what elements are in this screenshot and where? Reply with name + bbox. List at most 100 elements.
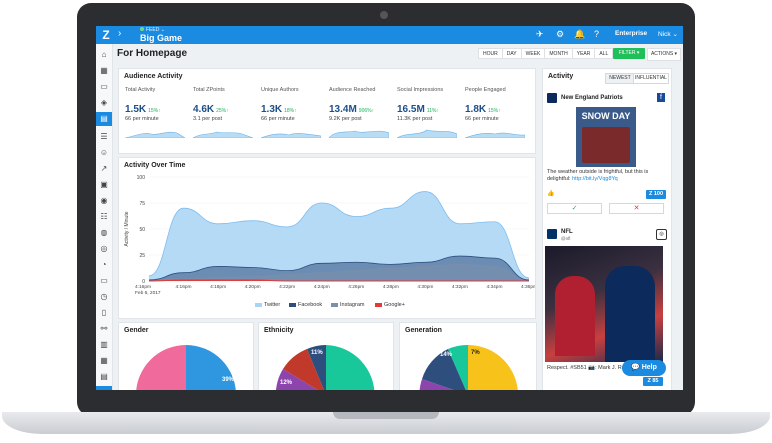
gauge-icon[interactable]: ◔ [101,260,107,269]
x-tick-label-10: 4:34pm [486,284,502,290]
gender-label-39: 39% [222,377,235,383]
gender-pie [136,345,236,390]
app-screen: Z › FEED ⌄ Big Game ✈ ⚙ 🔔 ? Enterprise N… [96,26,683,390]
tab-influential[interactable]: INFLUENTIAL [633,73,669,84]
post-image-nfl[interactable] [545,246,663,362]
range-day-button[interactable]: DAY [501,48,522,59]
audience-activity-card: Audience Activity Total Activity 1.5K 15%↑… [118,68,536,154]
stat-delta: 15%↑ [488,108,501,114]
stat-label: Audience Reached [329,87,376,93]
stat-sub: 11.3K per post [397,116,433,122]
help-button[interactable]: 💬 Help [622,360,666,376]
screen-icon[interactable]: ▯ [101,308,107,317]
tag-icon[interactable]: ◈ [100,98,108,107]
enterprise-label[interactable]: Enterprise [615,30,648,37]
post-author-nfl[interactable]: NFL [561,229,573,235]
activity-area-chart: 0 25 50 75 100 Activity / Minute 4:16pm Feb 6, … [124,175,535,296]
generation-title: Generation [405,327,442,334]
post-author-patriots[interactable]: New England Patriots [561,95,623,101]
legend-facebook[interactable]: Facebook [289,302,322,308]
filter-button[interactable]: FILTER ▾ [613,48,645,59]
generation-slice-3 [422,349,466,390]
range-all-button[interactable]: ALL [594,48,614,59]
series-line-instagram [148,263,530,282]
feed-name[interactable]: Big Game [140,33,183,43]
account-icon[interactable]: ● [96,386,112,390]
stat-sparkline [191,131,254,139]
post-link[interactable]: http://bit.ly/Vqg8Yq [572,176,618,182]
stat-delta: 11%↑ [426,108,439,114]
bell-icon[interactable]: 🔔 [574,29,586,39]
stat-value: 1.3K 18%↑ [261,104,297,115]
ethnicity-title: Ethnicity [264,327,294,334]
user-menu[interactable]: Nick ⌄ [658,31,678,38]
stat-delta: 15%↑ [148,108,161,114]
image-icon[interactable]: ▣ [100,180,108,189]
display-icon[interactable]: ▭ [100,276,108,285]
post-text-nfl: Respect. #SB51 📷: Mark J. Re [547,365,625,371]
post-image-snowday[interactable]: SNOW DAY [576,107,636,167]
ethnicity-slice-4 [283,349,324,390]
actions-button[interactable]: ACTIONS ▾ [647,48,681,61]
location-icon[interactable]: ◎ [100,244,108,253]
table-icon[interactable]: ▥ [100,340,108,349]
range-year-button[interactable]: YEAR [571,48,596,59]
sitemap-icon[interactable]: ⚯ [100,324,108,333]
gender-card: Gender 39% [118,322,254,390]
feed-label: FEED ⌄ [140,27,165,33]
stat-label: Unique Authors [261,87,299,93]
stat-value: 4.6K 25%↑ [193,104,229,115]
list-icon[interactable]: ☰ [100,132,108,141]
tab-newest[interactable]: NEWEST [605,73,635,84]
x-tick-label-3: 4:20pm [245,284,261,290]
stat-2: Unique Authors 1.3K 18%↑ 66 per minute [260,87,325,143]
stat-3: Audience Reached 13.4M 906%↑ 9.2K per post [328,87,393,143]
reject-button[interactable]: ✕ [609,203,664,214]
rocket-icon[interactable]: ✈ [536,29,544,39]
monitor-icon[interactable]: ▭ [100,82,108,91]
logo[interactable]: Z [102,28,110,42]
instagram-icon: ◎ [656,229,667,240]
stat-sub: 9.2K per post [329,116,362,122]
activity-panel: Activity NEWEST INFLUENTIAL New England … [542,68,672,390]
calendar-icon[interactable]: ▦ [100,356,108,365]
stat-value: 13.4M 906%↑ [329,104,375,115]
zscore-badge: Z 100 [646,190,666,199]
stat-delta: 906%↑ [358,108,375,114]
like-icon[interactable]: 👍 [547,191,555,197]
gear-icon[interactable]: ⚙ [556,29,565,39]
series-line-google [148,279,529,282]
x-tick-label-11: 4:36pm [521,284,535,290]
help-icon[interactable]: ? [594,29,600,39]
laptop-notch [333,412,439,419]
stat-value: 1.8K 15%↑ [465,104,501,115]
legend-twitter[interactable]: Twitter [255,302,280,308]
range-week-button[interactable]: WEEK [520,48,546,59]
globe-icon[interactable]: ◍ [100,228,108,237]
user-icon[interactable]: ☺ [99,148,109,157]
legend-googleplus[interactable]: Google+ [375,302,405,308]
stopwatch-icon[interactable]: ◷ [100,292,108,301]
camera-icon[interactable]: ◉ [100,196,108,205]
legend-instagram[interactable]: Instagram [331,302,364,308]
x-tick-label-1: 4:16pm [176,284,192,290]
stat-label: Total ZPoints [193,87,225,93]
users-icon[interactable]: ☷ [100,212,108,221]
home-icon[interactable]: ⌂ [101,50,107,59]
range-month-button[interactable]: MONTH [544,48,573,59]
laptop-base [2,412,770,434]
camera [380,11,388,19]
book-icon[interactable]: ▤ [96,112,112,126]
approve-button[interactable]: ✓ [547,203,602,214]
chart-icon[interactable]: ↗ [100,164,108,173]
time-range-buttons: HOUR DAY WEEK MONTH YEAR ALL [478,48,614,59]
stat-sub: 66 per minute [125,116,159,122]
store-icon[interactable]: ▤ [100,372,108,381]
chevron-right-icon[interactable]: › [118,28,122,39]
series-line-twitter [148,191,530,279]
x-tick-label-4: 4:22pm [279,284,295,290]
grid-icon[interactable]: ▦ [100,66,108,75]
range-hour-button[interactable]: HOUR [478,48,503,59]
ethnicity-slice-3 [275,369,318,390]
ethnicity-slice-1 [326,345,375,390]
